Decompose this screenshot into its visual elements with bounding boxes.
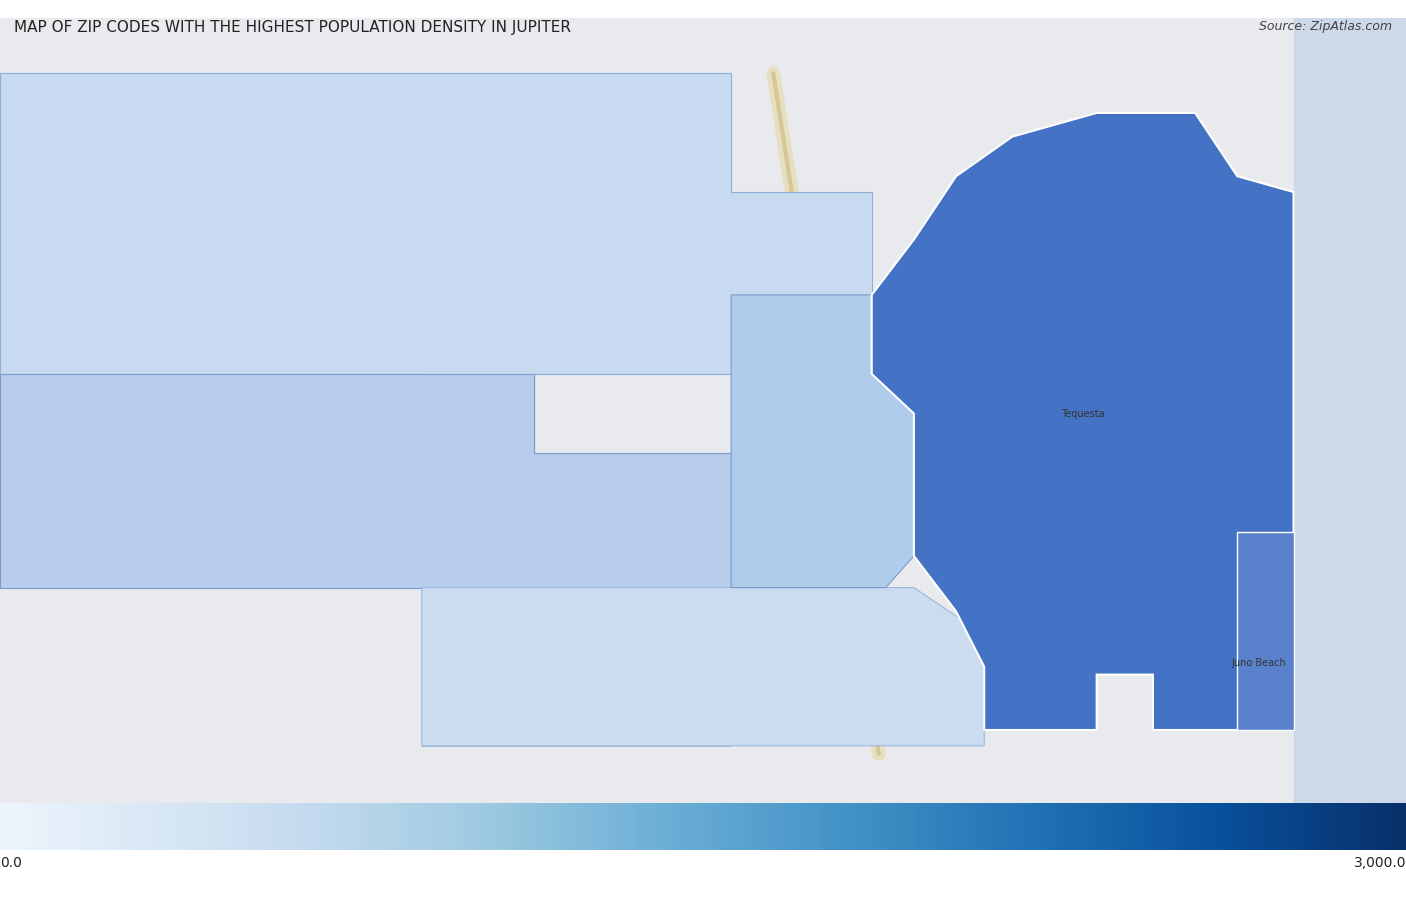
Text: Tequesta: Tequesta [1060,408,1105,419]
Polygon shape [731,295,914,588]
Text: Source: ZipAtlas.com: Source: ZipAtlas.com [1258,20,1392,32]
Polygon shape [422,588,731,746]
Polygon shape [0,374,731,588]
Polygon shape [872,113,1294,730]
Polygon shape [422,588,984,746]
Text: Juno Beach: Juno Beach [1232,658,1285,668]
Text: MAP OF ZIP CODES WITH THE HIGHEST POPULATION DENSITY IN JUPITER: MAP OF ZIP CODES WITH THE HIGHEST POPULA… [14,20,571,35]
Text: 3,000.0: 3,000.0 [1354,856,1406,869]
Text: 0.0: 0.0 [0,856,22,869]
Polygon shape [0,74,872,453]
Polygon shape [1237,532,1294,730]
Bar [1294,18,1406,809]
